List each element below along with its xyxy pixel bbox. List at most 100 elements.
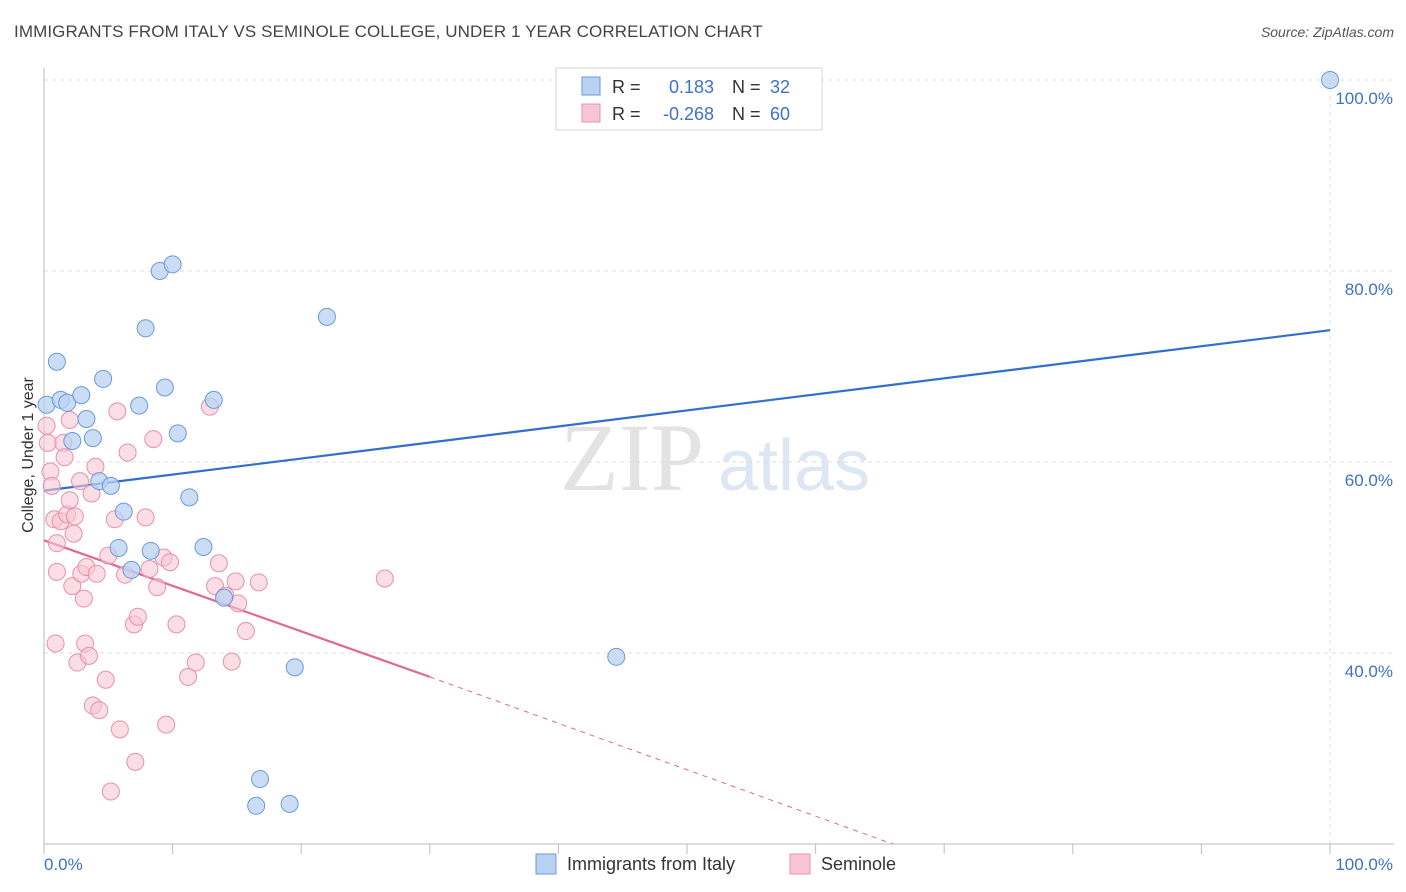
italy-point-19 (163, 255, 182, 274)
legend-italy-label: Immigrants from Italy (567, 854, 735, 874)
italy-point-18 (155, 378, 174, 397)
italy-points (37, 71, 1339, 815)
italy-trend-line (43, 329, 1331, 492)
legend-n-value-2: 60 (770, 104, 790, 124)
italy-point-24 (215, 588, 234, 607)
italy-point-3 (58, 393, 77, 412)
legend-swatch-blue (581, 76, 601, 96)
legend-r-value-1: 0.183 (669, 77, 714, 97)
series-legend: Immigrants from Italy Seminole (535, 853, 896, 875)
italy-point-28 (285, 658, 304, 677)
italy-point-5 (72, 386, 91, 405)
seminole-point-25 (90, 701, 109, 720)
seminole-point-16 (71, 472, 90, 491)
italy-point-12 (114, 502, 133, 521)
seminole-point-9 (55, 448, 74, 467)
seminole-point-33 (118, 443, 137, 462)
italy-point-1 (47, 352, 66, 371)
seminole-point-56 (46, 634, 65, 653)
y-tick-labels: 40.0% 60.0% 80.0% 100.0% (1335, 89, 1393, 681)
seminole-point-5 (47, 534, 66, 553)
seminole-point-42 (157, 715, 176, 734)
seminole-point-37 (136, 508, 155, 527)
legend-n-label-1: N = (732, 77, 761, 97)
seminole-point-0 (37, 416, 56, 435)
seminole-point-44 (179, 667, 198, 686)
seminole-point-53 (236, 622, 255, 641)
italy-point-25 (247, 796, 266, 815)
seminole-point-1 (38, 433, 57, 452)
legend-italy-swatch (535, 853, 557, 875)
legend-n-label-2: N = (732, 104, 761, 124)
italy-point-7 (83, 429, 102, 448)
legend-seminole-swatch (789, 853, 811, 875)
italy-point-20 (168, 424, 187, 443)
x-tick-label-right: 100.0% (1335, 855, 1393, 874)
italy-point-6 (77, 410, 96, 429)
seminole-point-55 (375, 569, 394, 588)
legend-swatch-pink (581, 103, 601, 123)
seminole-point-14 (65, 507, 84, 526)
axes (43, 68, 1394, 854)
italy-point-21 (180, 488, 199, 507)
seminole-point-39 (144, 430, 163, 449)
italy-point-22 (194, 537, 213, 556)
italy-point-11 (109, 538, 128, 557)
legend-r-value-2: -0.268 (663, 104, 714, 124)
seminole-trend-extension (429, 676, 893, 845)
italy-point-23 (204, 390, 223, 409)
seminole-point-6 (47, 562, 66, 581)
legend-r-label-1: R = (612, 77, 641, 97)
stats-legend: R = 0.183 N = 32 R = -0.268 N = 60 (555, 67, 823, 131)
source-label: Source: ZipAtlas.com (1260, 24, 1394, 40)
seminole-point-51 (226, 572, 245, 591)
seminole-point-35 (126, 752, 145, 771)
seminole-point-11 (60, 410, 79, 429)
italy-point-16 (141, 541, 160, 560)
italy-point-27 (280, 794, 299, 813)
seminole-point-28 (101, 782, 120, 801)
seminole-point-21 (80, 646, 99, 665)
italy-point-30 (607, 647, 626, 666)
seminole-point-26 (96, 670, 115, 689)
italy-point-4 (63, 431, 82, 450)
legend-r-label-2: R = (612, 104, 641, 124)
y-axis-label: College, Under 1 year (20, 377, 37, 533)
seminole-point-45 (186, 653, 205, 672)
seminole-point-31 (110, 720, 129, 739)
seminole-point-43 (167, 615, 186, 634)
seminole-point-36 (128, 607, 147, 626)
seminole-point-12 (60, 491, 79, 510)
legend-seminole-label: Seminole (821, 854, 896, 874)
seminole-point-38 (140, 559, 159, 578)
x-tick-label-left: 0.0% (44, 855, 83, 874)
seminole-point-40 (148, 578, 167, 597)
seminole-point-48 (209, 554, 228, 573)
italy-point-9 (94, 369, 113, 388)
italy-point-14 (130, 396, 149, 415)
italy-point-13 (122, 560, 141, 579)
seminole-point-3 (42, 476, 61, 495)
italy-point-29 (317, 307, 336, 326)
watermark-zip: ZIP (560, 404, 704, 511)
y-tick-label-0: 40.0% (1345, 662, 1393, 681)
italy-point-26 (251, 770, 270, 789)
y-tick-label-1: 60.0% (1345, 471, 1393, 490)
seminole-point-57 (64, 524, 83, 543)
chart-title: IMMIGRANTS FROM ITALY VS SEMINOLE COLLEG… (14, 22, 763, 41)
seminole-point-24 (87, 564, 106, 583)
seminole-point-18 (74, 589, 93, 608)
seminole-point-13 (63, 577, 82, 596)
seminole-point-59 (161, 553, 180, 572)
italy-point-10 (101, 476, 120, 495)
seminole-point-54 (249, 573, 268, 592)
y-tick-label-2: 80.0% (1345, 280, 1393, 299)
y-tick-label-3: 100.0% (1335, 89, 1393, 108)
italy-point-31 (1321, 71, 1339, 89)
watermark-atlas: atlas (718, 426, 870, 506)
italy-point-15 (136, 319, 155, 338)
legend-n-value-1: 32 (770, 77, 790, 97)
seminole-point-50 (222, 652, 241, 671)
seminole-point-30 (108, 402, 127, 421)
